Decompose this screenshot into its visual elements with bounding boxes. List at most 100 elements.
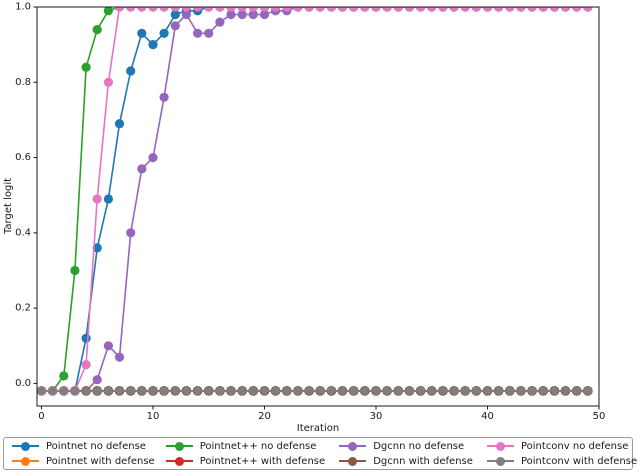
- data-point: [126, 386, 135, 395]
- legend-entry: Pointnet no defense: [12, 440, 166, 453]
- data-point: [92, 25, 102, 35]
- data-point: [528, 386, 537, 395]
- data-point: [449, 386, 459, 395]
- data-point: [248, 7, 258, 12]
- data-point: [305, 386, 314, 395]
- data-point: [126, 7, 136, 12]
- data-point: [137, 164, 147, 174]
- series-line: [41, 7, 588, 392]
- data-point: [103, 7, 113, 16]
- legend-label: Pointnet no defense: [46, 440, 146, 452]
- data-point: [114, 7, 125, 12]
- data-point: [315, 7, 325, 12]
- data-point: [460, 7, 470, 12]
- series-line: [41, 7, 588, 392]
- data-point: [583, 7, 593, 12]
- data-point: [572, 7, 582, 12]
- legend-column: Pointnet no defense Pointnet with defense: [12, 438, 166, 469]
- data-point: [383, 386, 392, 395]
- data-point: [37, 386, 46, 395]
- data-point: [103, 341, 113, 351]
- data-point: [148, 386, 158, 395]
- legend-column: Pointnet++ no defense Pointnet++ with def…: [165, 438, 340, 469]
- data-point: [471, 7, 481, 12]
- data-point: [48, 386, 57, 395]
- data-point: [70, 386, 79, 395]
- legend-column: Dgcnn no defense Dgcnn with defense: [339, 438, 487, 469]
- data-point: [271, 386, 280, 395]
- x-tick-label: 0: [38, 411, 44, 422]
- data-point: [583, 386, 592, 395]
- data-point: [181, 9, 191, 20]
- data-point: [360, 386, 369, 395]
- data-point: [394, 386, 403, 395]
- legend-line-marker-icon: [486, 441, 514, 452]
- y-tick-label: 0.0: [15, 378, 31, 389]
- data-point: [259, 9, 270, 20]
- data-point: [338, 386, 347, 395]
- data-point: [516, 386, 526, 395]
- data-point: [103, 194, 113, 204]
- data-point: [226, 9, 236, 20]
- data-point: [282, 7, 292, 12]
- data-point: [59, 371, 69, 381]
- data-point: [237, 9, 247, 20]
- data-point: [170, 21, 180, 31]
- data-point: [505, 7, 515, 12]
- data-point: [249, 386, 258, 395]
- legend-line-marker-icon: [165, 441, 193, 452]
- data-point: [293, 7, 303, 12]
- x-axis-label: Iteration: [297, 423, 339, 434]
- data-point: [461, 386, 470, 395]
- legend-label: Pointnet++ no defense: [199, 440, 317, 452]
- data-point: [204, 7, 214, 12]
- data-point: [304, 7, 314, 12]
- data-point: [92, 243, 102, 253]
- data-point: [114, 119, 125, 129]
- legend-label: Pointnet++ with defense: [199, 455, 326, 467]
- x-tick-label: 20: [258, 411, 271, 422]
- plot-area: [37, 7, 593, 396]
- legend-column: Pointconv no defense Pointconv with defen…: [486, 438, 637, 469]
- data-point: [115, 386, 124, 395]
- data-point: [114, 352, 125, 362]
- data-point: [148, 7, 158, 12]
- legend-line-marker-icon: [339, 456, 367, 467]
- data-point: [572, 386, 581, 395]
- data-point: [215, 386, 224, 395]
- data-point: [248, 9, 258, 20]
- legend-label: Dgcnn with defense: [373, 455, 473, 467]
- data-point: [159, 28, 169, 38]
- data-point: [226, 386, 236, 395]
- legend-entry: Pointnet++ no defense: [165, 440, 340, 453]
- data-point: [226, 7, 236, 12]
- series-line: [41, 7, 588, 392]
- data-point: [416, 7, 426, 12]
- data-point: [126, 228, 136, 238]
- data-point: [171, 386, 180, 395]
- legend-entry: Pointconv with defense: [486, 455, 637, 468]
- data-point: [126, 66, 136, 76]
- legend-entry: Pointnet++ with defense: [165, 455, 340, 468]
- data-point: [560, 7, 571, 12]
- legend-line-marker-icon: [339, 441, 367, 452]
- data-point: [137, 28, 147, 38]
- data-point: [516, 7, 526, 12]
- data-point: [159, 92, 169, 102]
- data-point: [337, 7, 348, 12]
- data-point: [382, 7, 392, 12]
- data-point: [549, 7, 559, 12]
- data-point: [237, 7, 247, 12]
- data-point: [483, 386, 492, 395]
- data-point: [349, 7, 359, 12]
- data-point: [182, 386, 191, 395]
- data-point: [82, 386, 91, 395]
- data-point: [405, 386, 414, 395]
- data-point: [293, 386, 302, 395]
- data-point: [371, 7, 381, 12]
- data-point: [316, 386, 325, 395]
- data-point: [137, 386, 146, 395]
- data-point: [259, 7, 270, 12]
- y-tick-label: 0.2: [15, 303, 31, 314]
